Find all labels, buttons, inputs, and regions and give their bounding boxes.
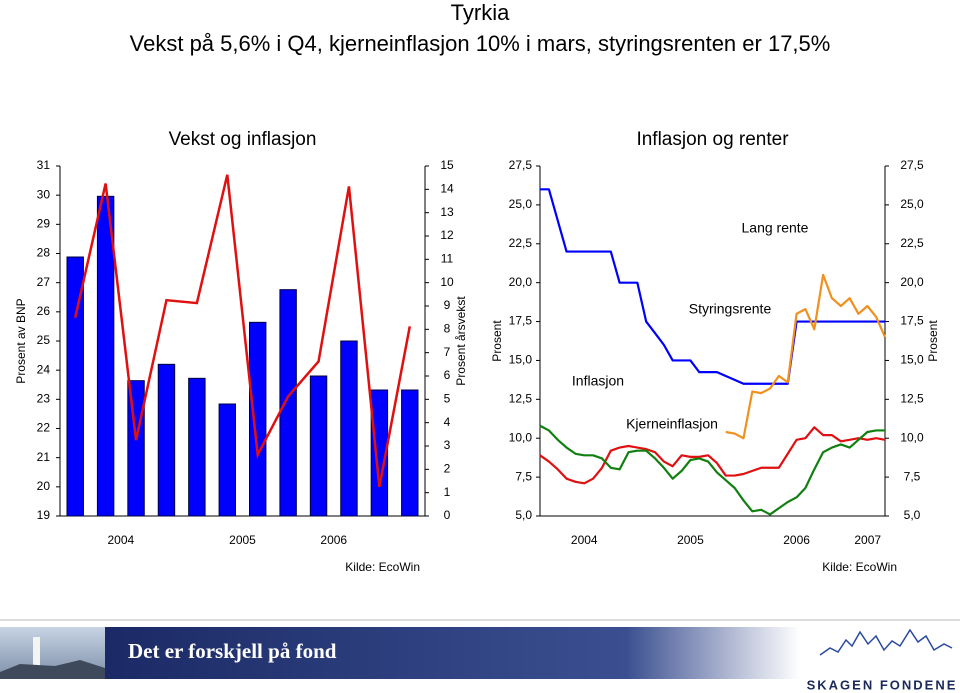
y2-tick-label: 13	[440, 205, 454, 219]
series-label: Inflasjon	[572, 373, 624, 389]
bar	[401, 389, 419, 517]
y2-tick-label: 17,5	[900, 314, 924, 328]
y-tick-label: 26	[37, 304, 51, 318]
y2-tick-label: 25,0	[900, 197, 924, 211]
y2-tick-label: 8	[444, 322, 451, 336]
line	[725, 273, 887, 440]
y2-tick-label: 15,0	[900, 353, 924, 367]
bar	[340, 340, 358, 517]
y2-tick-label: 1	[444, 485, 451, 499]
source: Kilde: EcoWin	[822, 560, 897, 574]
x-tick-label: 2005	[229, 533, 256, 547]
bar	[248, 321, 267, 517]
y2-tick-label: 10,0	[900, 430, 924, 444]
y2-axis-label: Prosent årsvekst	[454, 296, 468, 386]
y-axis-label: Prosent av BNP	[14, 298, 28, 383]
y-tick-label: 21	[37, 450, 51, 464]
series-label: Kjerneinflasjon	[626, 416, 718, 432]
y2-tick-label: 5,0	[904, 508, 921, 522]
y2-tick-label: 27,5	[900, 158, 924, 172]
logo-graphic	[819, 628, 953, 656]
y-tick-label: 15,0	[509, 353, 533, 367]
bar	[309, 375, 328, 517]
y-tick-label: 10,0	[509, 430, 533, 444]
bar	[279, 289, 297, 517]
y2-tick-label: 15	[440, 158, 454, 172]
y2-tick-label: 5	[444, 392, 451, 406]
y-tick-label: 22	[37, 421, 51, 435]
y-axis-label: Prosent	[490, 320, 504, 362]
y-tick-label: 22,5	[509, 236, 533, 250]
y2-tick-label: 4	[444, 415, 451, 429]
banner	[105, 627, 800, 679]
page-subtitle: Vekst på 5,6% i Q4, kjerneinflasjon 10% …	[130, 31, 831, 56]
bar	[157, 363, 176, 517]
series-label: Styringsrente	[689, 301, 772, 317]
x-tick-label: 2005	[677, 533, 704, 547]
y2-tick-label: 2	[444, 462, 451, 476]
rocks	[0, 660, 105, 679]
y-tick-label: 20	[37, 479, 51, 493]
y2-tick-label: 7,5	[904, 469, 921, 483]
y2-tick-label: 6	[444, 368, 451, 382]
y-tick-label: 27	[37, 275, 51, 289]
y-tick-label: 30	[37, 187, 51, 201]
y2-axis-label: Prosent	[926, 320, 940, 362]
y-tick-label: 27,5	[509, 158, 533, 172]
x-tick-label: 2004	[571, 533, 598, 547]
y2-tick-label: 22,5	[900, 236, 924, 250]
y-tick-label: 12,5	[509, 392, 533, 406]
y2-tick-label: 0	[444, 508, 451, 522]
y-tick-label: 20,0	[509, 275, 533, 289]
source: Kilde: EcoWin	[345, 560, 420, 574]
chart-title: Inflasjon og renter	[636, 129, 789, 150]
y-tick-label: 17,5	[509, 314, 533, 328]
y-tick-label: 19	[37, 508, 51, 522]
y-tick-label: 5,0	[515, 508, 532, 522]
y2-tick-label: 10	[440, 275, 454, 289]
line	[539, 426, 886, 485]
y-tick-label: 24	[37, 362, 51, 376]
lighthouse	[33, 637, 40, 667]
y2-tick-label: 20,0	[900, 275, 924, 289]
chart-title: Vekst og inflasjon	[169, 129, 317, 150]
x-tick-label: 2006	[320, 533, 347, 547]
line	[539, 424, 885, 516]
y-tick-label: 31	[37, 158, 51, 172]
logo: SKAGEN FONDENE	[807, 677, 958, 692]
y2-tick-label: 7	[444, 345, 451, 359]
slogan: Det er forskjell på fond	[128, 639, 337, 663]
y-tick-label: 29	[37, 217, 51, 231]
y2-tick-label: 12	[440, 228, 454, 242]
footer: Det er forskjell på fond SKAGEN FONDENE	[0, 619, 960, 692]
x-tick-label: 2004	[107, 533, 134, 547]
y2-tick-label: 12,5	[900, 392, 924, 406]
y-tick-label: 25,0	[509, 197, 533, 211]
bar	[370, 389, 389, 517]
page-title: Tyrkia	[451, 0, 510, 25]
y2-tick-label: 14	[440, 182, 454, 196]
line	[73, 174, 412, 488]
x-tick-label: 2006	[783, 533, 810, 547]
bar	[218, 403, 237, 517]
bar	[188, 377, 206, 517]
series-label: Lang rente	[742, 220, 809, 236]
bar	[66, 256, 84, 517]
bar	[96, 195, 115, 517]
y-tick-label: 23	[37, 392, 51, 406]
y-tick-label: 28	[37, 246, 51, 260]
y2-tick-label: 11	[441, 252, 454, 266]
y2-tick-label: 3	[444, 438, 451, 452]
line	[540, 188, 885, 385]
y-tick-label: 7,5	[515, 469, 532, 483]
y-tick-label: 25	[37, 333, 51, 347]
x-tick-label: 2007	[854, 533, 881, 547]
y2-tick-label: 9	[444, 298, 451, 312]
